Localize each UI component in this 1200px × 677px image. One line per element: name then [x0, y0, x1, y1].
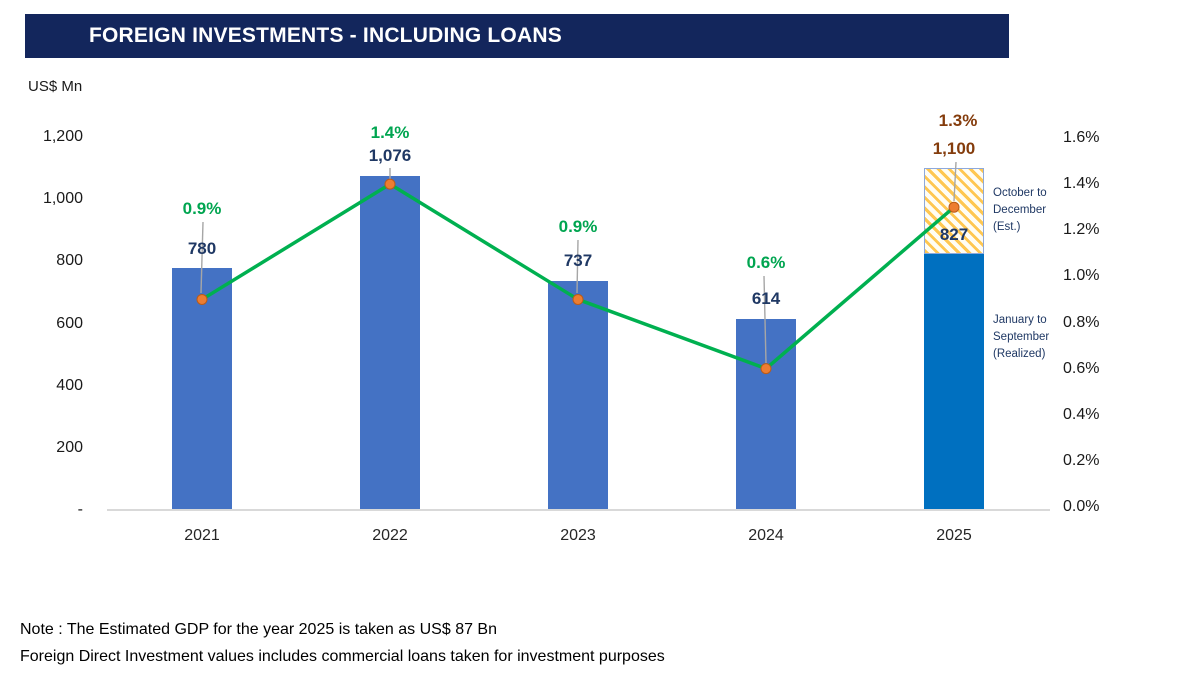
left-axis-tick-200: 200 — [56, 438, 83, 456]
chart-title-bar: FOREIGN INVESTMENTS - INCLUDING LOANS — [25, 14, 1009, 58]
right-axis-tick-0.6%: 0.6% — [1063, 359, 1100, 377]
footnotes: Note : The Estimated GDP for the year 20… — [20, 616, 665, 670]
right-axis-tick-0.4%: 0.4% — [1063, 405, 1100, 423]
left-axis-tick-400: 400 — [56, 376, 83, 394]
pct-label-2025: 1.3% — [938, 111, 978, 130]
right-axis-tick-0.0%: 0.0% — [1063, 498, 1100, 515]
chart-title: FOREIGN INVESTMENTS - INCLUDING LOANS — [89, 24, 562, 47]
bar-total-label-2021: 780 — [187, 239, 217, 258]
annotation-realized-segment: January to September (Realized) — [993, 314, 1050, 360]
left-axis-tick-800: 800 — [56, 252, 83, 270]
left-axis-tick-0: - — [77, 501, 83, 518]
bar-total-label-2023: 737 — [563, 251, 593, 270]
bar-realized-label-2025: 827 — [939, 225, 969, 244]
footnote-line: Note : The Estimated GDP for the year 20… — [20, 621, 497, 638]
annotation-estimated-segment: October to December (Est.) — [993, 187, 1047, 233]
x-axis-label-2022: 2022 — [372, 527, 408, 544]
bar-2024 — [736, 319, 796, 510]
x-axis-label-2025: 2025 — [936, 527, 972, 544]
bar-2021 — [172, 267, 232, 510]
x-axis-line — [107, 509, 1050, 511]
left-axis-tick-1200: 1,200 — [42, 128, 83, 145]
left-axis-unit-label: US$ Mn — [28, 78, 83, 95]
left-axis-tick-1000: 1,000 — [42, 190, 83, 208]
right-axis-tick-0.2%: 0.2% — [1063, 451, 1100, 469]
bar-2025-realized — [924, 252, 984, 510]
right-axis-tick-1.6%: 1.6% — [1063, 129, 1100, 146]
right-axis-tick-1.0%: 1.0% — [1063, 267, 1100, 285]
right-axis-tick-1.2%: 1.2% — [1063, 221, 1100, 239]
x-axis-label-2021: 2021 — [184, 527, 220, 544]
bar-total-label-2024: 614 — [751, 289, 781, 308]
x-axis-label-2023: 2023 — [560, 527, 596, 544]
bar-total-label-2025: 1,100 — [932, 139, 976, 158]
left-axis-tick-600: 600 — [56, 314, 83, 332]
right-axis-tick-0.8%: 0.8% — [1063, 313, 1100, 331]
right-axis-tick-1.4%: 1.4% — [1063, 175, 1100, 193]
pct-label-2024: 0.6% — [746, 253, 786, 272]
bar-total-label-2022: 1,076 — [368, 146, 412, 165]
pct-label-2021: 0.9% — [182, 199, 222, 218]
footnote-line: Foreign Direct Investment values include… — [20, 648, 665, 665]
x-axis-label-2024: 2024 — [748, 527, 784, 544]
pct-label-2023: 0.9% — [558, 217, 598, 236]
bar-2023 — [548, 280, 608, 510]
bar-2022 — [360, 175, 420, 510]
pct-label-2022: 1.4% — [370, 123, 410, 142]
